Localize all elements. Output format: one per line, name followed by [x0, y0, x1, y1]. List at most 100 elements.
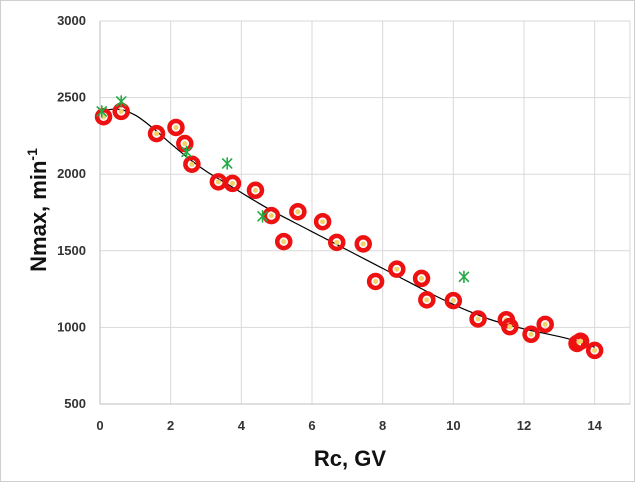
data-point-red-center [394, 266, 400, 272]
x-tick-label: 14 [587, 418, 602, 433]
grid-layer [99, 20, 631, 405]
data-point-red [183, 155, 201, 173]
data-point-red-ring [501, 317, 519, 336]
data-point-red [501, 317, 519, 336]
data-point-red-center [118, 108, 124, 114]
data-point-red-ring [327, 233, 346, 252]
data-point-red-ring [289, 202, 307, 221]
data-point-red-center [153, 131, 160, 137]
data-point-red-ring [444, 291, 463, 310]
data-point-red [444, 291, 463, 310]
data-point-green [115, 95, 127, 108]
data-point-green [221, 157, 233, 170]
data-point-red-ring [262, 206, 281, 225]
data-point-red [585, 341, 604, 360]
points-layer [94, 95, 604, 360]
data-point-red [327, 233, 346, 252]
data-point-green [181, 145, 192, 159]
data-point-red-ring [354, 235, 372, 253]
y-axis-title-main: Nmax, min [26, 161, 51, 272]
data-point-red [412, 269, 431, 288]
data-point-red-center [528, 331, 534, 337]
data-point-red [147, 124, 166, 143]
data-point-red-ring [585, 341, 604, 360]
y-tick-label: 3000 [57, 13, 86, 28]
data-point-red-center [507, 324, 513, 330]
data-point-red [209, 173, 228, 191]
data-point-red-ring [167, 118, 185, 137]
data-point-red-ring [536, 315, 554, 334]
data-point-red-ring [571, 332, 590, 350]
x-tick-label: 6 [308, 418, 315, 433]
data-point-red [223, 174, 242, 193]
y-tick-label: 2500 [57, 90, 86, 105]
data-point-red-ring [366, 272, 385, 291]
data-point-red-ring [469, 310, 487, 328]
data-point-red-ring [223, 174, 242, 193]
data-point-green [458, 270, 470, 284]
data-point-red-center [542, 321, 548, 327]
data-point-red-center [281, 239, 287, 245]
data-point-red [313, 212, 332, 231]
data-point-red-center [418, 275, 425, 281]
data-point-red-ring [246, 181, 265, 200]
data-point-red [388, 260, 406, 278]
data-point-red [571, 332, 590, 350]
x-tick-label: 12 [517, 418, 531, 433]
data-point-red-ring [418, 291, 436, 309]
data-point-red-center [215, 179, 221, 185]
data-point-red [354, 235, 372, 253]
data-point-red-center [360, 241, 366, 247]
data-point-red [536, 315, 554, 334]
y-axis-title: Nmax, min-1 [24, 148, 51, 272]
data-point-red-ring [183, 155, 201, 173]
data-point-red-center [577, 338, 584, 344]
x-tick-label: 0 [96, 418, 103, 433]
y-tick-label: 500 [64, 396, 86, 411]
data-point-red [418, 291, 436, 309]
x-axis-title: Rc, GV [314, 446, 386, 471]
data-point-red [469, 310, 487, 328]
x-tick-label: 10 [446, 418, 460, 433]
data-point-red-ring [274, 232, 293, 251]
data-point-red-center [173, 124, 179, 131]
data-point-red [262, 206, 281, 225]
data-point-green [257, 210, 268, 223]
y-tick-label: 2000 [57, 166, 86, 181]
data-point-red [167, 118, 185, 137]
data-point-red-center [229, 180, 236, 186]
data-point-red [274, 232, 293, 251]
data-point-red-ring [388, 260, 406, 278]
data-point-red-center [182, 140, 188, 147]
labels-layer: 500 1000 1500 2000 2500 3000 0 2 4 6 8 10 12 14 [57, 13, 603, 433]
data-point-red [289, 202, 307, 221]
data-point-red-center [424, 297, 430, 303]
data-point-red-center [475, 316, 481, 322]
data-point-red-center [295, 209, 301, 215]
data-point-red [246, 181, 265, 200]
data-point-red-center [252, 187, 259, 193]
axes-layer [99, 21, 630, 405]
y-tick-label: 1000 [57, 319, 86, 334]
data-point-red-ring [147, 124, 166, 143]
data-point-green [96, 105, 108, 118]
y-tick-label: 1500 [57, 243, 86, 258]
x-tick-label: 4 [238, 418, 246, 433]
data-point-red-center [268, 212, 274, 219]
data-point-red [522, 325, 540, 344]
data-point-red-center [373, 278, 379, 285]
data-point-red-center [189, 161, 195, 167]
data-point-red [366, 272, 385, 291]
x-tick-label: 2 [167, 418, 174, 433]
data-point-red-ring [412, 269, 431, 288]
data-point-red-center [334, 239, 340, 245]
y-axis-title-superscript: -1 [24, 148, 40, 161]
data-point-red-center [450, 297, 456, 304]
data-point-red-center [592, 347, 598, 353]
data-point-red-center [320, 219, 326, 225]
data-point-red-ring [313, 212, 332, 231]
data-point-red-ring [522, 325, 540, 344]
